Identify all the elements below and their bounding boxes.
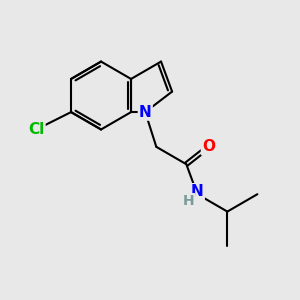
- Text: N: N: [139, 105, 152, 120]
- Text: Cl: Cl: [28, 122, 44, 137]
- Text: O: O: [202, 139, 215, 154]
- Text: H: H: [183, 194, 194, 208]
- Text: N: N: [191, 184, 204, 199]
